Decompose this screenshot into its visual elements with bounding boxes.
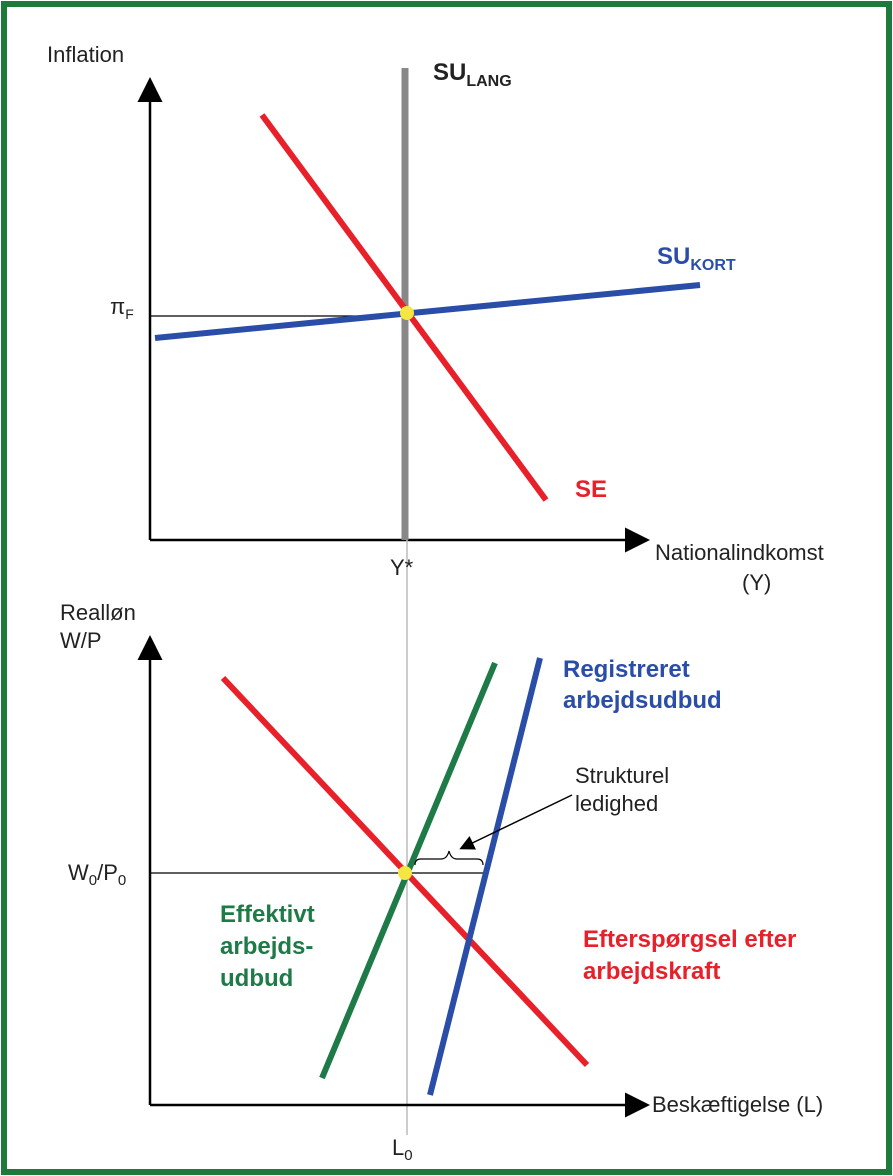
label: arbejds- <box>220 933 313 960</box>
label: Strukturel <box>575 763 669 788</box>
label: Beskæftigelse (L) <box>652 1092 823 1117</box>
label: Effektivt <box>220 901 315 928</box>
label: W/P <box>60 628 102 653</box>
label: (Y) <box>742 570 771 595</box>
text-part: LANG <box>466 73 511 90</box>
text-part: 0 <box>118 872 126 889</box>
su-kort-line <box>154 282 701 341</box>
tick-label: L0 <box>392 1135 413 1164</box>
text-part: SU <box>433 59 466 86</box>
text-part: /P <box>97 860 118 885</box>
label: udbud <box>220 965 293 992</box>
tick-label: πF <box>110 294 134 322</box>
label: arbejdskraft <box>583 958 720 985</box>
label: Inflation <box>47 42 124 67</box>
label: arbejdsudbud <box>563 687 722 714</box>
text-part: KORT <box>690 257 736 274</box>
brace <box>414 850 484 866</box>
text-part: 0 <box>89 872 97 889</box>
label: ledighed <box>575 791 658 816</box>
text-part: F <box>125 306 134 322</box>
label: Efterspørgsel efter <box>583 926 796 953</box>
text-part: L <box>392 1135 404 1160</box>
equilibrium <box>398 866 412 880</box>
label: SE <box>575 476 607 503</box>
text-part: W <box>68 860 89 885</box>
equilibrium <box>400 306 414 320</box>
label: SULANG <box>433 59 512 90</box>
label: Realløn <box>60 600 136 625</box>
label: Nationalindkomst <box>655 540 824 565</box>
registered-supply-line <box>427 657 543 1096</box>
text-part: π <box>110 294 125 319</box>
text-part: SU <box>657 243 690 270</box>
text-part: 0 <box>404 1147 412 1164</box>
tick-label: Y* <box>390 555 414 580</box>
label: SUKORT <box>657 243 736 274</box>
arrow <box>459 794 573 850</box>
label: Registreret <box>563 656 690 683</box>
tick-label: W0/P0 <box>68 860 126 889</box>
